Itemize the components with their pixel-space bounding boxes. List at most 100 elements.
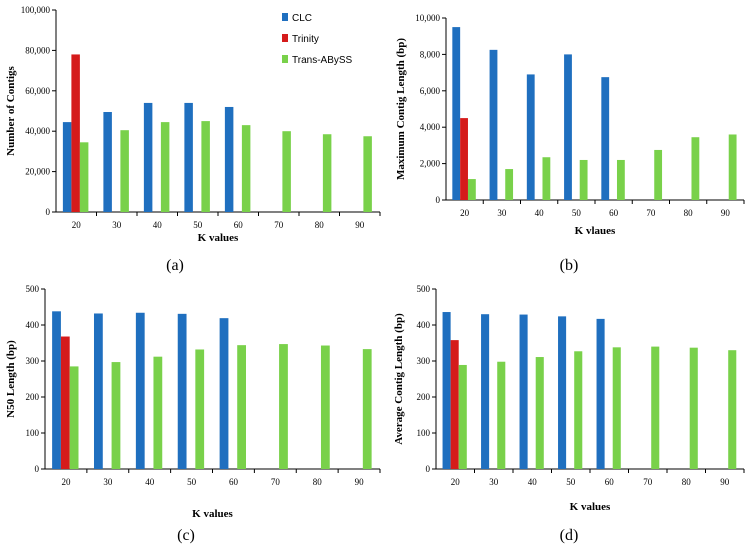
- bar-clc-k40: [135, 312, 145, 469]
- x-tick-label: 90: [720, 477, 730, 487]
- bar-trans-abyss-k20: [79, 142, 89, 212]
- bar-clc-k50: [558, 316, 567, 469]
- x-tick-label: 40: [145, 477, 155, 487]
- bar-clc-k60: [601, 77, 610, 200]
- bar-trans-abyss-k40: [542, 157, 551, 200]
- x-tick-label: 20: [451, 477, 461, 487]
- bar-trans-abyss-k40: [160, 122, 170, 212]
- bar-trinity-k20: [60, 336, 70, 469]
- x-tick-label: 40: [528, 477, 538, 487]
- bar-trans-abyss-k60: [237, 345, 246, 469]
- x-tick-label: 70: [646, 208, 656, 218]
- y-tick-label: 40,000: [25, 126, 50, 136]
- bar-clc-k40: [519, 314, 528, 469]
- x-tick-label: 90: [355, 477, 365, 487]
- y-axis-label: Maximum Contig Length (bp): [395, 38, 407, 180]
- x-tick-label: 30: [112, 220, 122, 230]
- x-tick-label: 20: [72, 220, 82, 230]
- bar-trans-abyss-k70: [651, 346, 660, 469]
- y-tick-label: 10,000: [415, 13, 440, 23]
- chart-panel-d: 0 100 200 300 400 500 20 30 40 50 60 70 80 90 K values…: [393, 284, 745, 544]
- x-tick-label: 30: [497, 208, 507, 218]
- y-tick-label: 200: [417, 392, 431, 402]
- y-axis-label: Number of Contigs: [5, 65, 17, 155]
- y-tick-label: 100: [26, 428, 40, 438]
- y-tick-label: 500: [26, 284, 40, 294]
- y-tick-label: 100,000: [21, 5, 51, 15]
- bar-trans-abyss-k50: [579, 159, 588, 200]
- bar-trans-abyss-k40: [535, 357, 544, 469]
- y-tick-label: 100: [417, 428, 431, 438]
- bar-clc-k40: [526, 74, 535, 200]
- y-tick-label: 6,000: [420, 86, 441, 96]
- bar-clc-k30: [103, 112, 112, 212]
- x-tick-label: 20: [460, 208, 470, 218]
- x-tick-label: 90: [721, 208, 731, 218]
- bar-trans-abyss-k20: [467, 179, 476, 200]
- y-tick-label: 4,000: [420, 122, 441, 132]
- x-tick-label: 50: [566, 477, 576, 487]
- bar-trans-abyss-k60: [616, 159, 625, 200]
- bar-clc-k20: [52, 311, 61, 469]
- x-tick-label: 80: [682, 477, 692, 487]
- bar-trans-abyss-k90: [363, 136, 372, 212]
- bar-clc-k60: [219, 318, 229, 469]
- chart-panel-b: 0 2,000 4,000 6,000 8,000 10,000 20 30 40 50 60 70 8…: [395, 13, 745, 274]
- bar-clc-k20: [442, 312, 451, 469]
- bar-trans-abyss-k50: [201, 121, 210, 212]
- bar-clc-k50: [177, 313, 187, 469]
- panel-label: (a): [166, 257, 184, 274]
- legend-label: Trinity: [292, 34, 319, 45]
- bar-trans-abyss-k90: [362, 349, 372, 469]
- legend-swatch-clc: [282, 13, 288, 21]
- bar-trans-abyss-k20: [69, 366, 79, 469]
- bar-trans-abyss-k50: [195, 349, 205, 469]
- bar-trans-abyss-k40: [153, 356, 163, 469]
- bar-trans-abyss-k30: [120, 130, 129, 212]
- y-tick-label: 2,000: [420, 159, 441, 169]
- x-tick-label: 70: [643, 477, 653, 487]
- x-tick-label: 60: [609, 208, 619, 218]
- bar-trans-abyss-k30: [505, 169, 514, 200]
- x-axis-label: K values: [570, 501, 611, 513]
- bar-trinity-k20: [450, 340, 459, 469]
- x-tick-label: 30: [103, 477, 113, 487]
- x-tick-label: 20: [61, 477, 71, 487]
- x-tick-label: 80: [313, 477, 323, 487]
- x-tick-label: 40: [535, 208, 545, 218]
- y-tick-label: 0: [436, 195, 441, 205]
- bar-trans-abyss-k60: [612, 347, 621, 469]
- y-tick-label: 400: [26, 320, 40, 330]
- bar-trans-abyss-k20: [458, 364, 467, 469]
- x-tick-label: 50: [193, 220, 203, 230]
- bar-trinity-k20: [460, 118, 468, 200]
- y-tick-label: 200: [26, 392, 40, 402]
- x-axis-label: K values: [192, 508, 233, 520]
- chart-panel-c: 0 100 200 300 400 500 20 30 40 50 60 70 80 90 K values…: [5, 284, 381, 544]
- y-axis-label: N50 Length (bp): [5, 340, 17, 418]
- y-tick-label: 8,000: [420, 49, 441, 59]
- y-tick-label: 80,000: [25, 45, 50, 55]
- x-tick-label: 40: [153, 220, 163, 230]
- bar-clc-k40: [143, 102, 153, 212]
- bar-clc-k50: [564, 54, 572, 201]
- y-tick-label: 400: [417, 320, 431, 330]
- x-tick-label: 80: [684, 208, 694, 218]
- x-tick-label: 50: [572, 208, 582, 218]
- y-tick-label: 0: [426, 464, 431, 474]
- y-tick-label: 300: [417, 356, 431, 366]
- x-tick-label: 80: [315, 220, 325, 230]
- bar-trans-abyss-k70: [282, 131, 291, 212]
- bar-clc-k20: [62, 122, 72, 212]
- bar-trans-abyss-k80: [691, 137, 700, 200]
- bar-trinity-k20: [71, 54, 80, 212]
- bar-trans-abyss-k90: [728, 350, 737, 469]
- bar-clc-k30: [93, 313, 103, 469]
- legend-swatch-trans-abyss: [282, 55, 288, 63]
- bar-clc-k60: [224, 106, 234, 212]
- bar-clc-k20: [452, 27, 461, 200]
- y-tick-label: 0: [35, 464, 40, 474]
- bar-trans-abyss-k90: [728, 134, 737, 200]
- x-tick-label: 70: [274, 220, 284, 230]
- bar-clc-k30: [481, 314, 490, 469]
